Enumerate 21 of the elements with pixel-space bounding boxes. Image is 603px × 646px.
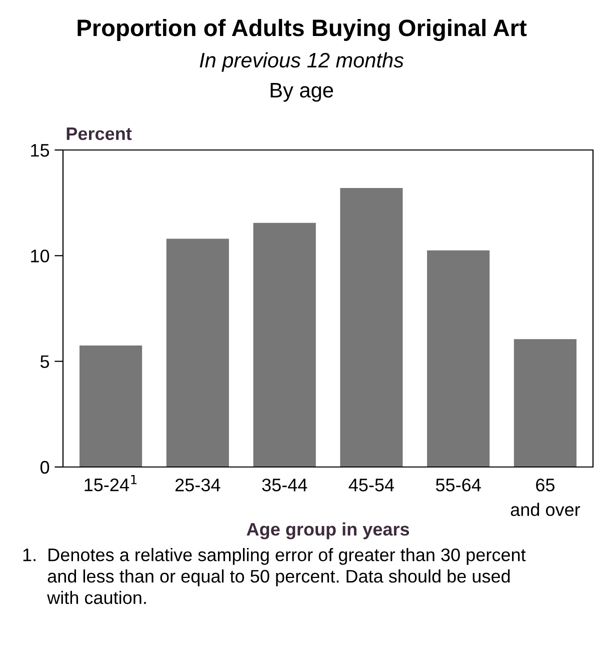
text: 1. Denotes a relative sampling error of greater than 30 percent and less than or equal to 50 percent. Data should be used with caution. — [23, 548, 526, 604]
bar — [427, 250, 490, 467]
bar — [166, 238, 229, 467]
x-tick-label: 45-54 — [348, 478, 394, 492]
y-tick-label: 5 — [40, 355, 50, 368]
bar — [340, 188, 403, 467]
bar — [514, 339, 576, 467]
x-tick-label: 25-34 — [175, 478, 220, 492]
x-tick-label: 55-64 — [436, 478, 481, 492]
y-tick-label: 0 — [40, 460, 50, 474]
x-tick-label: 35-44 — [262, 478, 308, 492]
x-tick-label: 65 and over — [510, 478, 580, 516]
y-tick-label: 10 — [31, 250, 50, 262]
bar — [253, 222, 316, 467]
bar — [80, 345, 142, 467]
x-tick-label: 15-24$^{1}$ — [84, 474, 137, 492]
y-axis-title: Percent — [66, 127, 132, 140]
y-tick-label: 15 — [31, 144, 50, 157]
x-axis-title: Age group in years — [246, 522, 410, 540]
chart-subtitle: In previous 12 months By age — [200, 52, 404, 102]
chart-title: Proportion of Adults Buying Original Art — [78, 18, 527, 42]
